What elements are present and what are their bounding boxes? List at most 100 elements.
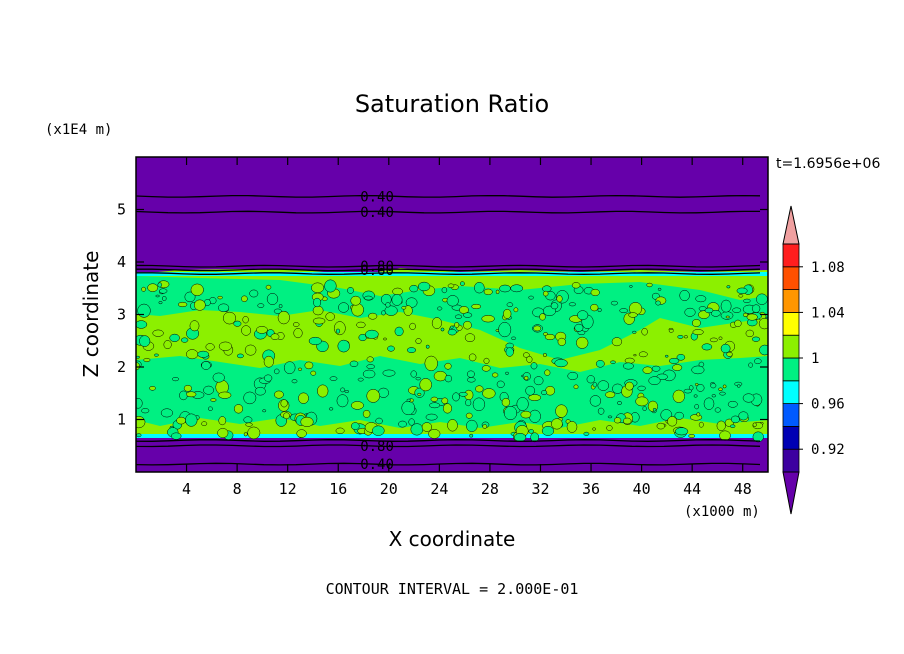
texture-blob xyxy=(245,422,253,427)
texture-blob xyxy=(698,421,704,428)
texture-blob xyxy=(249,289,259,298)
lower-dry-region xyxy=(136,437,768,472)
texture-blob xyxy=(364,295,373,301)
texture-blob xyxy=(466,419,478,432)
texture-blob xyxy=(304,361,314,370)
texture-blob xyxy=(533,376,544,386)
texture-blob xyxy=(675,427,689,436)
texture-blob xyxy=(595,360,605,368)
x-tick-label: 28 xyxy=(481,480,499,498)
texture-blob xyxy=(186,391,197,398)
y-tick-label: 3 xyxy=(117,306,126,324)
texture-blob xyxy=(696,412,701,417)
x-tick-label: 24 xyxy=(430,480,448,498)
texture-blob xyxy=(648,376,661,386)
texture-blob xyxy=(694,403,700,410)
texture-blob xyxy=(401,400,415,416)
texture-blob xyxy=(542,290,549,297)
texture-blob xyxy=(136,398,143,409)
texture-blob xyxy=(141,286,146,292)
texture-blob xyxy=(684,307,696,317)
x-tick-label: 44 xyxy=(683,480,701,498)
texture-blob xyxy=(690,414,703,421)
texture-blob xyxy=(722,384,727,389)
texture-blob xyxy=(162,296,167,301)
texture-blob xyxy=(679,289,690,302)
texture-blob xyxy=(556,295,563,303)
texture-blob xyxy=(317,384,329,398)
texture-blob xyxy=(169,333,180,342)
texture-blob xyxy=(619,308,629,313)
texture-blob xyxy=(336,394,349,408)
texture-blob xyxy=(325,312,335,321)
texture-blob xyxy=(539,313,546,321)
texture-blob xyxy=(447,329,457,336)
texture-blob xyxy=(366,356,374,363)
texture-blob xyxy=(611,337,623,347)
texture-blob xyxy=(233,320,242,327)
texture-blob xyxy=(468,353,477,362)
texture-blob xyxy=(612,383,624,394)
texture-blob xyxy=(710,309,721,317)
texture-blob xyxy=(542,285,552,293)
texture-blob xyxy=(176,416,186,425)
texture-blob xyxy=(262,409,267,413)
texture-blob xyxy=(442,403,453,414)
texture-blob xyxy=(711,394,716,398)
texture-blob xyxy=(743,312,748,317)
texture-blob xyxy=(210,398,217,402)
texture-blob xyxy=(136,433,142,438)
texture-blob xyxy=(366,364,375,369)
texture-blob xyxy=(642,406,647,411)
texture-blob xyxy=(152,329,164,337)
texture-blob xyxy=(482,424,488,429)
texture-blob xyxy=(709,337,718,343)
texture-blob xyxy=(329,376,338,381)
texture-blob xyxy=(458,391,468,397)
texture-blob xyxy=(573,384,579,390)
texture-blob xyxy=(310,370,317,376)
texture-blob xyxy=(759,344,768,356)
texture-blob xyxy=(347,287,354,294)
colorbar-label: 1 xyxy=(811,351,819,367)
texture-blob xyxy=(460,281,465,286)
texture-blob xyxy=(726,285,731,289)
colorbar-segment xyxy=(782,425,800,450)
x-axis: 4 8 12 16 20 24 28 32 36 40 44 48 xyxy=(182,157,752,498)
texture-blob xyxy=(530,362,538,370)
texture-blob xyxy=(742,393,755,403)
texture-blob xyxy=(695,295,707,303)
texture-blob xyxy=(541,390,548,396)
texture-blob xyxy=(463,312,473,318)
texture-blob xyxy=(143,357,151,363)
texture-blob xyxy=(218,341,232,351)
texture-blob xyxy=(350,401,364,410)
texture-blob xyxy=(590,303,599,312)
texture-blob xyxy=(589,395,602,407)
texture-blob xyxy=(387,345,395,352)
texture-blob xyxy=(696,384,705,392)
texture-blob xyxy=(491,372,499,378)
texture-blob xyxy=(266,293,279,305)
contour-line xyxy=(136,444,761,448)
texture-blob xyxy=(693,394,698,398)
texture-blob xyxy=(624,357,635,364)
texture-blob xyxy=(505,347,514,357)
texture-blob xyxy=(201,421,208,427)
texture-blob xyxy=(356,321,366,329)
y-unit-label: (x1E4 m) xyxy=(45,122,112,138)
colorbar-segment xyxy=(782,243,800,268)
texture-blob xyxy=(344,390,350,393)
contour-label: 0.40 xyxy=(360,205,394,221)
texture-blob xyxy=(530,432,540,443)
texture-blob xyxy=(745,329,754,338)
texture-blob xyxy=(541,425,555,436)
texture-blob xyxy=(751,336,761,342)
texture-blob xyxy=(384,305,398,316)
texture-blob xyxy=(186,349,199,360)
texture-blob xyxy=(683,388,692,394)
contour-label: 0.40 xyxy=(360,189,394,205)
texture-blob xyxy=(392,287,403,296)
texture-blob xyxy=(408,418,415,426)
